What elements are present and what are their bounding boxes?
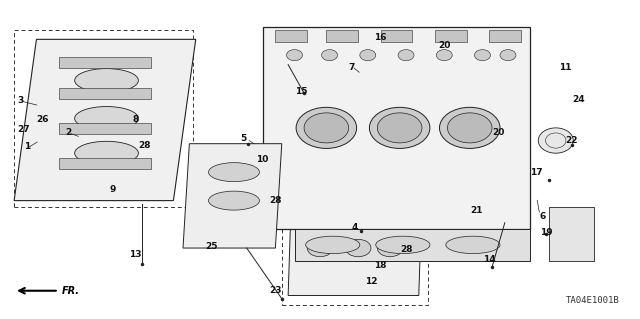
Text: 28: 28 [138, 141, 151, 150]
Polygon shape [59, 57, 151, 68]
Ellipse shape [75, 107, 138, 130]
Text: 26: 26 [36, 115, 49, 124]
Ellipse shape [376, 236, 430, 254]
Text: FR.: FR. [62, 286, 80, 296]
Text: 10: 10 [257, 155, 269, 164]
Polygon shape [183, 144, 282, 248]
Text: 21: 21 [470, 206, 483, 215]
Text: 28: 28 [269, 196, 282, 205]
Text: 17: 17 [531, 168, 543, 177]
Text: 14: 14 [483, 255, 495, 263]
Polygon shape [294, 229, 531, 261]
Ellipse shape [500, 50, 516, 61]
Polygon shape [549, 207, 594, 261]
Ellipse shape [75, 69, 138, 92]
Ellipse shape [287, 50, 303, 61]
Ellipse shape [307, 239, 333, 257]
Text: 25: 25 [205, 242, 218, 251]
Ellipse shape [304, 113, 349, 143]
Text: 15: 15 [294, 87, 307, 96]
Text: 2: 2 [65, 128, 72, 137]
Text: 7: 7 [349, 63, 355, 72]
Ellipse shape [398, 50, 414, 61]
Text: 27: 27 [17, 125, 30, 134]
Ellipse shape [306, 236, 360, 254]
Text: 3: 3 [17, 97, 24, 106]
Ellipse shape [321, 50, 337, 61]
Text: 23: 23 [269, 286, 282, 295]
Text: 1: 1 [24, 142, 30, 151]
Text: 19: 19 [540, 228, 552, 237]
Bar [326, 30, 358, 42]
Text: 9: 9 [109, 185, 116, 194]
Polygon shape [59, 123, 151, 134]
Polygon shape [14, 39, 196, 201]
Text: 22: 22 [566, 136, 578, 145]
Text: 13: 13 [129, 250, 141, 259]
Text: 28: 28 [400, 245, 412, 254]
Ellipse shape [369, 107, 430, 148]
Ellipse shape [447, 113, 492, 143]
Text: 20: 20 [438, 41, 451, 50]
Ellipse shape [474, 50, 490, 61]
Text: 8: 8 [132, 115, 138, 124]
Polygon shape [59, 88, 151, 100]
Text: 16: 16 [374, 33, 387, 42]
Ellipse shape [378, 239, 403, 257]
Text: 12: 12 [365, 277, 377, 286]
Polygon shape [288, 197, 422, 295]
Text: 11: 11 [559, 63, 572, 72]
Text: 5: 5 [241, 134, 246, 144]
Bar [435, 30, 467, 42]
Ellipse shape [360, 50, 376, 61]
Ellipse shape [440, 107, 500, 148]
Polygon shape [262, 27, 531, 229]
Ellipse shape [446, 236, 500, 254]
Ellipse shape [209, 191, 259, 210]
Bar [489, 30, 521, 42]
Text: 18: 18 [374, 261, 387, 270]
Polygon shape [59, 158, 151, 169]
Ellipse shape [209, 163, 259, 182]
Ellipse shape [436, 50, 452, 61]
Text: 6: 6 [540, 212, 546, 221]
Ellipse shape [75, 141, 138, 165]
Bar [275, 30, 307, 42]
Text: TA04E1001B: TA04E1001B [566, 296, 620, 305]
Ellipse shape [538, 128, 573, 153]
Ellipse shape [296, 107, 356, 148]
Bar [381, 30, 412, 42]
Text: 24: 24 [572, 95, 584, 104]
Ellipse shape [346, 239, 371, 257]
Ellipse shape [378, 113, 422, 143]
Text: 4: 4 [352, 223, 358, 232]
Text: 20: 20 [492, 128, 504, 137]
